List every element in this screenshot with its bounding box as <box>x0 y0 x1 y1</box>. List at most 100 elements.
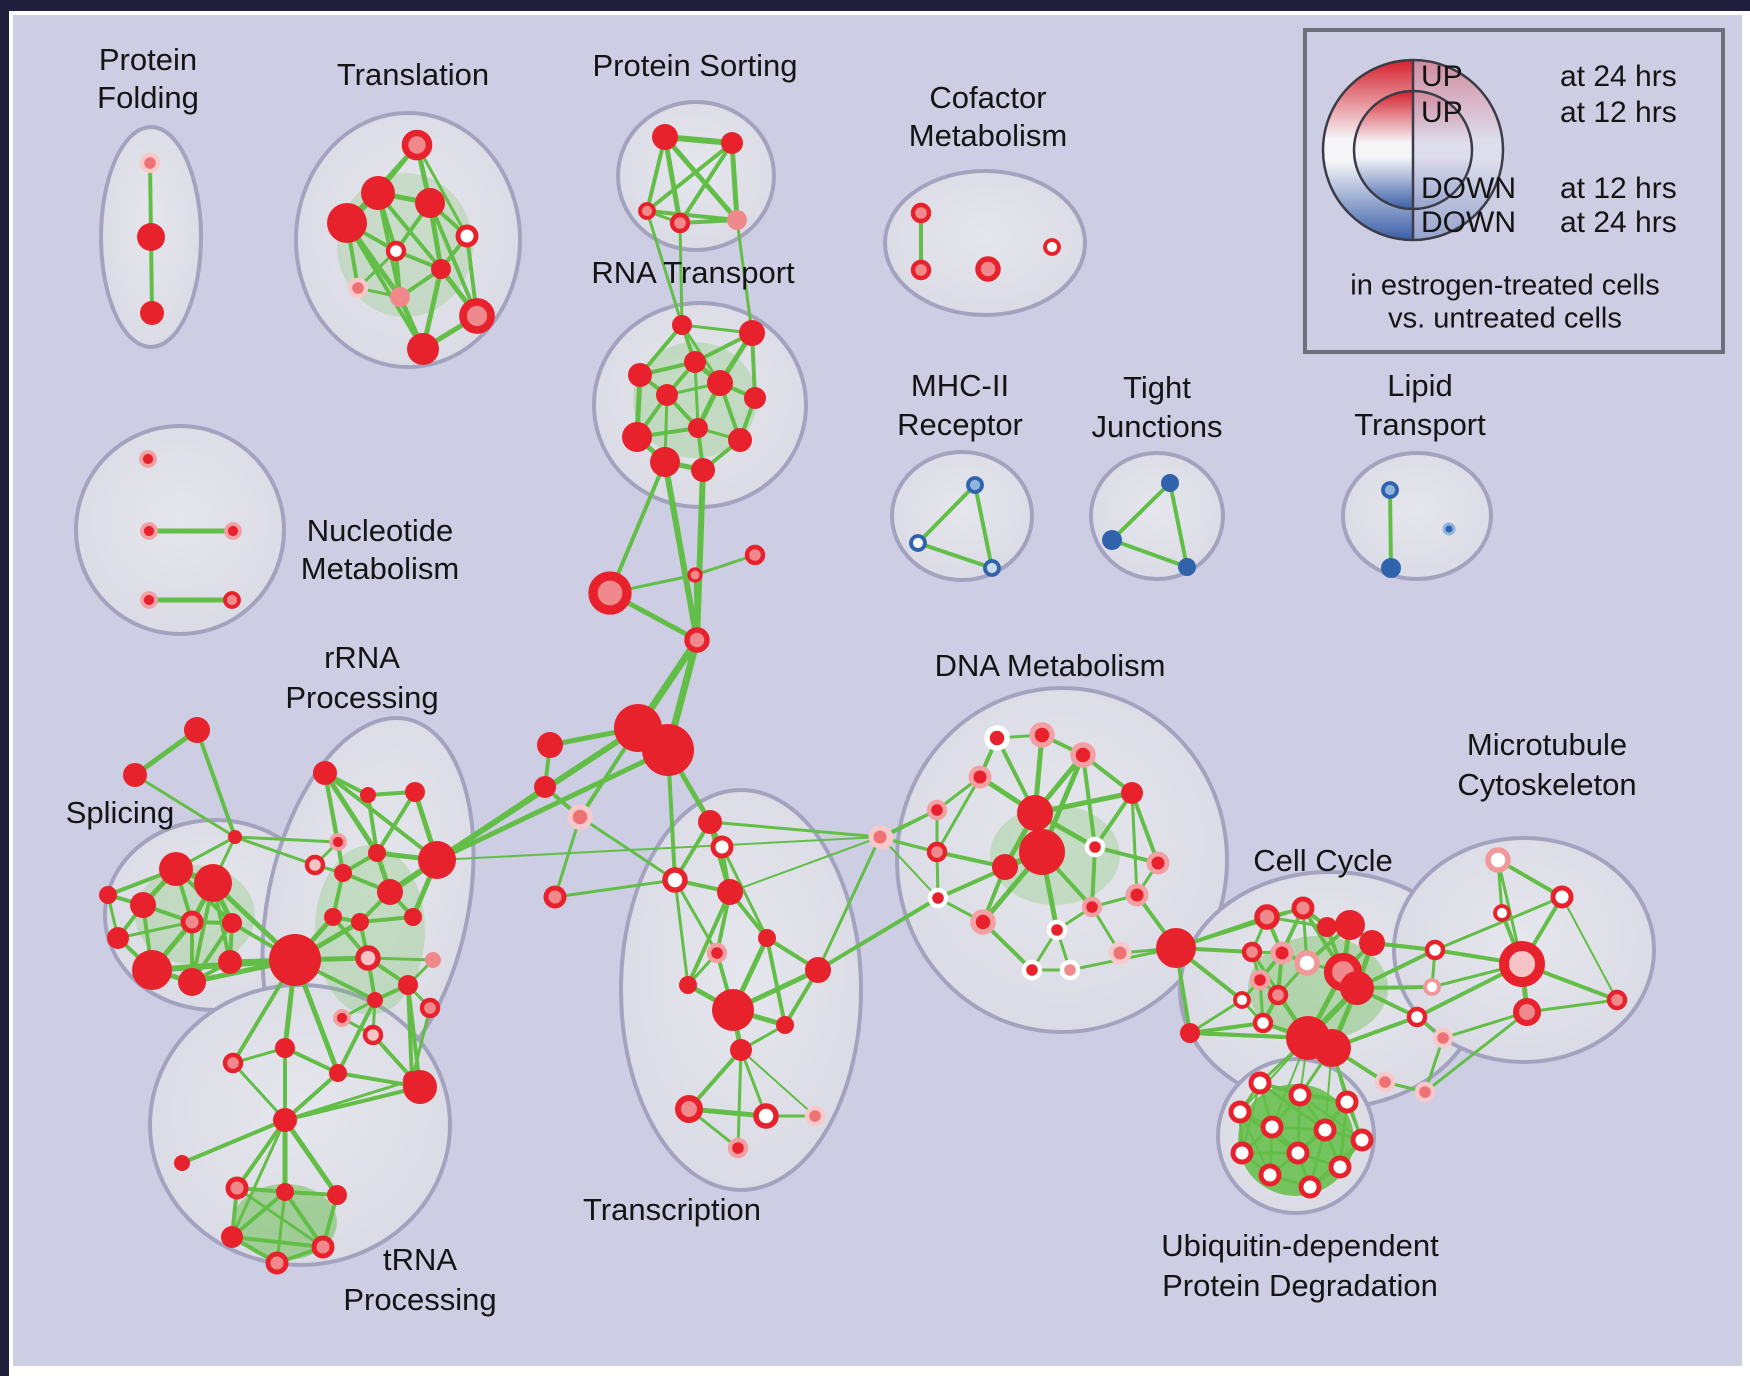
legend-time-label: at 24 hrs <box>1560 206 1677 239</box>
transcription-node <box>662 867 688 893</box>
dna-metabolism-node <box>1081 896 1103 918</box>
splicing-node <box>228 830 242 844</box>
splicing-edge <box>116 920 194 940</box>
cluster-label-rrna-processing: Processing <box>285 680 438 715</box>
rrna-processing-node <box>304 854 326 876</box>
translation-node <box>390 287 410 307</box>
transcription-node <box>710 835 734 859</box>
cluster-label-protein-folding: Protein <box>99 42 197 77</box>
trna-processing-node <box>311 1235 335 1259</box>
legend-time-label: at 12 hrs <box>1560 96 1677 129</box>
dna-metabolism-node <box>1156 928 1196 968</box>
frame-top-border <box>0 0 1750 11</box>
trna-processing-edge <box>282 1117 340 1198</box>
rrna-processing-edge <box>410 1006 432 1082</box>
tight-junctions-edge <box>1168 481 1189 569</box>
rrna-processing-node <box>333 1009 351 1027</box>
nucleotide-metabolism-node <box>140 591 158 609</box>
legend-direction-label: DOWN <box>1421 206 1516 239</box>
splicing-node <box>159 852 193 886</box>
cell-cycle-edge <box>1188 1021 1265 1035</box>
dna-metabolism-edge <box>881 837 939 899</box>
nucleotide-metabolism-node <box>223 591 241 609</box>
legend-time-label: at 24 hrs <box>1560 60 1677 93</box>
cell-cycle-node <box>1254 904 1280 930</box>
rrna-processing-node <box>419 997 441 1019</box>
rrna-processing-edge <box>322 770 380 856</box>
inter-cluster-edge <box>578 815 677 882</box>
dna-metabolism-node <box>992 854 1018 880</box>
translation-node <box>347 277 369 299</box>
inter-cluster-edge <box>233 835 317 867</box>
rna-transport-node <box>684 351 706 373</box>
inter-cluster-edge <box>816 896 940 972</box>
translation-node <box>431 259 451 279</box>
transcription-node <box>717 879 743 905</box>
connectors-node <box>684 627 710 653</box>
tight-junctions-node <box>1161 474 1179 492</box>
trna-processing-node <box>327 1185 347 1205</box>
protein-sorting-edge <box>645 209 739 222</box>
rrna-processing-node <box>275 1038 295 1058</box>
cluster-label-mhc-ii-receptor: Receptor <box>897 407 1023 442</box>
cluster-label-ubiquitin-degradation: Ubiquitin-dependent <box>1161 1228 1439 1263</box>
inter-cluster-edge <box>608 460 667 595</box>
rna-transport-node <box>656 384 678 406</box>
tight-junctions-edge <box>1110 538 1189 569</box>
cluster-label-transcription: Transcription <box>583 1192 761 1227</box>
cell-cycle-node <box>1432 1027 1454 1049</box>
dna-metabolism-edge <box>1130 791 1160 865</box>
cluster-ellipse-mhc-ii-receptor <box>890 450 1034 582</box>
cell-cycle-node <box>1180 1023 1200 1043</box>
rna-transport-node <box>672 315 692 335</box>
inter-cluster-edge <box>735 218 754 335</box>
ubiquitin-degradation-edge <box>1239 1111 1271 1176</box>
transcription-node <box>753 1103 779 1129</box>
rrna-processing-node <box>418 841 456 879</box>
rna-transport-node <box>691 458 715 482</box>
nucleotide-metabolism-node <box>139 450 157 468</box>
connectors-node <box>687 567 703 583</box>
cluster-label-nucleotide-metabolism: Metabolism <box>301 551 460 586</box>
cluster-ellipse-lipid-transport <box>1341 451 1493 581</box>
cluster-label-microtubule-cytoskeleton: Microtubule <box>1467 727 1627 762</box>
rna-transport-node <box>707 370 733 396</box>
trna-processing-node <box>265 1251 289 1275</box>
cell-cycle-node <box>1291 896 1315 920</box>
transcription-edge <box>740 1049 816 1117</box>
trna-processing-node <box>174 1155 190 1171</box>
inter-cluster-edge <box>1433 895 1564 952</box>
lipid-transport-node <box>1381 481 1399 499</box>
transcription-edge <box>736 1048 743 1150</box>
inter-cluster-edge <box>283 1085 422 1122</box>
inter-cluster-edge <box>434 747 671 863</box>
protein-sorting-edge <box>678 141 734 225</box>
cofactor-metabolism-node <box>1043 238 1061 256</box>
transcription-node <box>730 1039 752 1061</box>
inter-cluster-edge <box>729 836 881 893</box>
dna-metabolism-node <box>1019 829 1065 875</box>
rrna-processing-edge <box>375 790 417 855</box>
ubiquitin-degradation-node <box>1286 1141 1310 1165</box>
dna-metabolism-node <box>1084 836 1106 858</box>
dna-metabolism-node <box>968 765 992 789</box>
transcription-node <box>805 957 831 983</box>
cluster-label-ubiquitin-degradation: Protein Degradation <box>1162 1268 1438 1303</box>
transcription-node <box>776 1016 794 1034</box>
translation-edge <box>415 143 469 238</box>
rrna-processing-edge <box>323 771 439 862</box>
transcription-node <box>698 810 722 834</box>
trna-processing-edge <box>230 1118 287 1239</box>
microtubule-cytoskeleton-node <box>1485 847 1511 873</box>
transcription-node <box>712 989 754 1031</box>
cluster-label-rna-transport: RNA Transport <box>591 255 795 290</box>
cluster-label-lipid-transport: Transport <box>1354 407 1486 442</box>
transcription-edge <box>765 936 787 1027</box>
cell-cycle-node <box>1267 984 1289 1006</box>
cluster-label-cell-cycle: Cell Cycle <box>1253 843 1393 878</box>
cell-cycle-node <box>1270 941 1294 965</box>
rna-transport-node <box>688 418 708 438</box>
connectors-node <box>868 825 892 849</box>
splicing-node <box>222 913 242 933</box>
rrna-processing-node <box>405 782 425 802</box>
